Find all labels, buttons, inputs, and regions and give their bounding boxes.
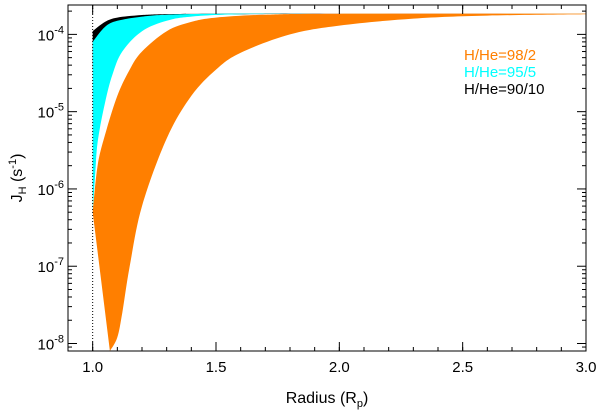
plot-frame	[67, 4, 587, 352]
y-axis-title-sub: H	[17, 186, 29, 194]
x-axis: 1.0 1.5 2.0 2.5 3.0	[82, 5, 596, 376]
bands-layer	[92, 13, 586, 351]
x-tick-label: 2.5	[452, 359, 473, 376]
y-tick-label: 10-4	[38, 24, 64, 44]
y-axis-title: JH (s-1)	[7, 154, 29, 203]
y-axis: 10-8 10-7 10-6 10-5 10-4	[38, 10, 586, 354]
x-axis-title: Radius (Rp)	[286, 390, 369, 410]
y-tick-label: 10-8	[38, 334, 64, 354]
y-axis-title-sup: -1	[7, 159, 19, 169]
legend: H/He=98/2H/He=95/5H/He=90/10	[464, 47, 544, 98]
y-tick-label: 10-7	[38, 256, 64, 276]
x-tick-label: 2.0	[329, 359, 350, 376]
x-axis-title-sub: p	[357, 398, 363, 410]
legend-item-h-he-98-2: H/He=98/2	[464, 47, 536, 64]
x-tick-label: 1.5	[206, 359, 227, 376]
y-tick-label: 10-5	[38, 102, 64, 122]
legend-item-h-he-95-5: H/He=95/5	[464, 64, 536, 81]
y-tick-label: 10-6	[38, 179, 64, 199]
x-tick-label: 3.0	[576, 359, 597, 376]
x-tick-label: 1.0	[82, 359, 103, 376]
legend-item-h-he-90-10: H/He=90/10	[464, 81, 544, 98]
